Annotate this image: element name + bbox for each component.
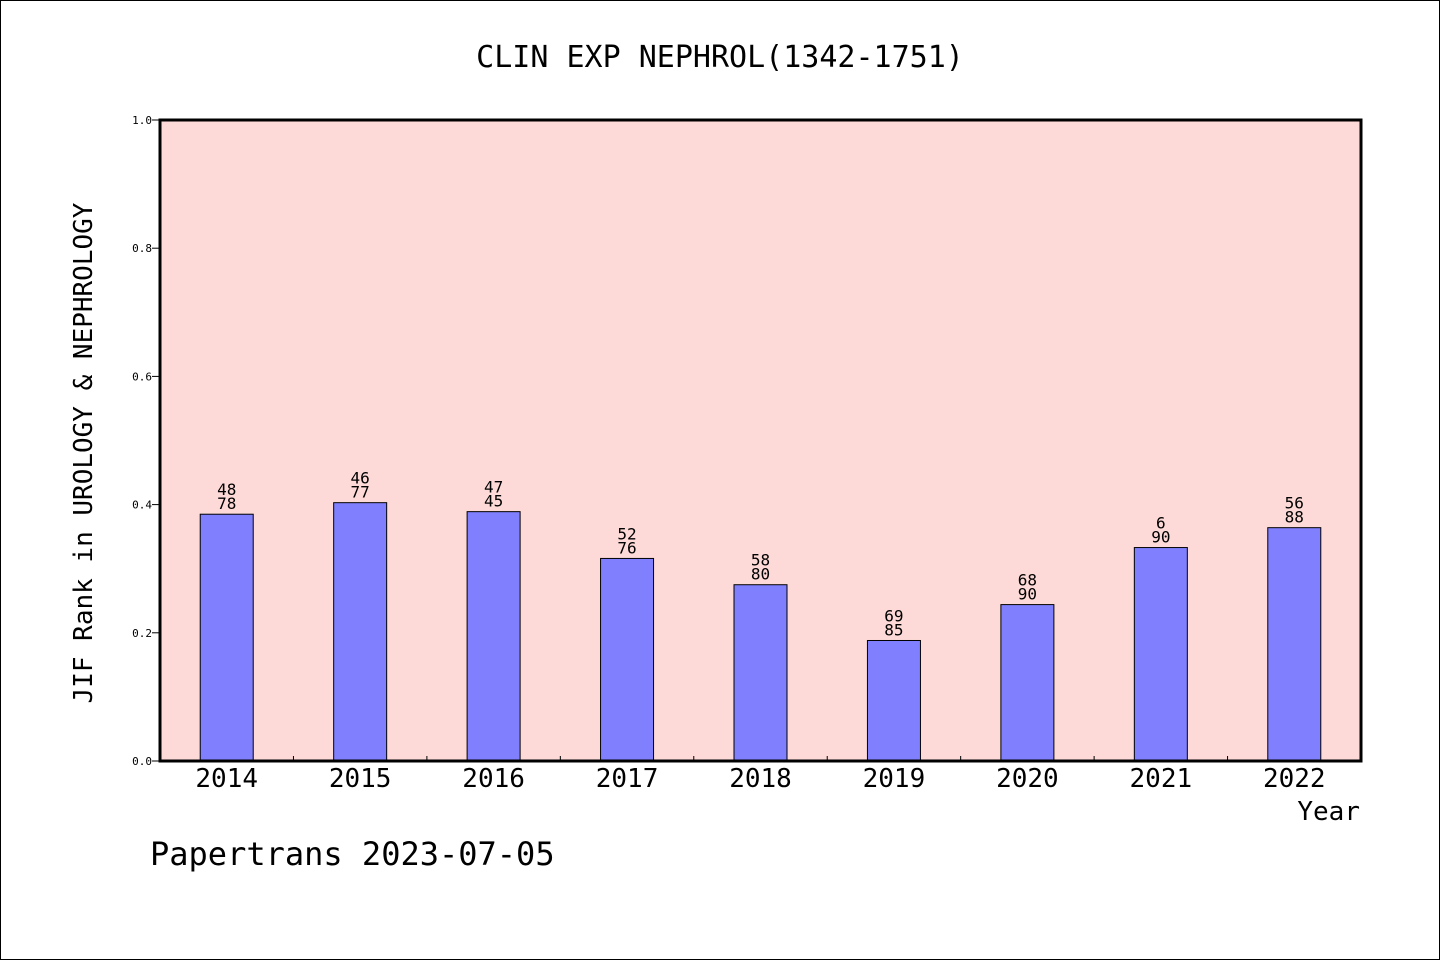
y-axis-ticks: 0.0 0.2 0.4 0.6 0.8 1.0 (132, 114, 160, 768)
x-axis-label: Year (1297, 797, 1360, 827)
bar-rank-label: 52 (617, 524, 636, 543)
bar-rank-label: 6 (1156, 514, 1166, 533)
bar-total-label: 77 (351, 483, 370, 502)
bar-2020 (1000, 604, 1055, 762)
y-tick-label: 0.4 (132, 499, 152, 512)
bar-rank-label: 48 (217, 480, 236, 499)
x-tick-label: 2016 (462, 764, 525, 794)
bar-2022 (1267, 527, 1322, 762)
y-tick-label: 1.0 (132, 114, 152, 127)
y-tick-label: 0.2 (132, 627, 152, 640)
bar-rank-label: 69 (884, 606, 903, 625)
x-tick-label: 2014 (195, 764, 258, 794)
bar-rank-label: 46 (351, 469, 370, 488)
y-tick-label: 0.8 (132, 242, 152, 255)
bar-2016 (466, 511, 521, 762)
bar-total-label: 85 (884, 620, 903, 639)
bar-total-label: 80 (751, 565, 770, 584)
footer-credit: Papertrans 2023-07-05 (150, 835, 555, 873)
bar-total-label: 90 (1151, 528, 1170, 547)
y-tick-label: 0.0 (132, 755, 152, 768)
x-tick-label: 2018 (729, 764, 792, 794)
x-tick-label: 2021 (1130, 764, 1193, 794)
chart-title: CLIN EXP NEPHROL(1342-1751) (476, 40, 964, 75)
bar-2018 (733, 584, 788, 762)
bar-rank-label: 58 (751, 551, 770, 570)
bar-2014 (199, 513, 254, 762)
x-tick-label: 2022 (1263, 764, 1326, 794)
bar-total-label: 76 (617, 538, 636, 557)
x-tick-label: 2017 (596, 764, 659, 794)
bar-2021 (1133, 547, 1188, 762)
x-tick-label: 2019 (863, 764, 926, 794)
plot-border (158, 118, 1363, 763)
bar-total-label: 45 (484, 492, 503, 511)
y-tick-label: 0.6 (132, 370, 152, 383)
bar-2015 (333, 502, 388, 762)
x-tick-label: 2020 (996, 764, 1059, 794)
bar-rank-label: 56 (1285, 494, 1304, 513)
bar-rank-label: 68 (1018, 571, 1037, 590)
bar-total-label: 88 (1285, 508, 1304, 527)
y-axis-label: JIF Rank in UROLOGY & NEPHROLOGY (69, 202, 99, 703)
bar-2017 (600, 557, 655, 762)
bars-group (199, 502, 1322, 762)
bar-total-label: 90 (1018, 585, 1037, 604)
bar-2019 (866, 639, 921, 762)
bar-rank-label: 47 (484, 478, 503, 497)
x-axis-ticks: 2014 2015 2016 2017 2018 2019 2020 2021 2022 (195, 756, 1326, 794)
bar-total-label: 78 (217, 494, 236, 513)
x-tick-label: 2015 (329, 764, 392, 794)
